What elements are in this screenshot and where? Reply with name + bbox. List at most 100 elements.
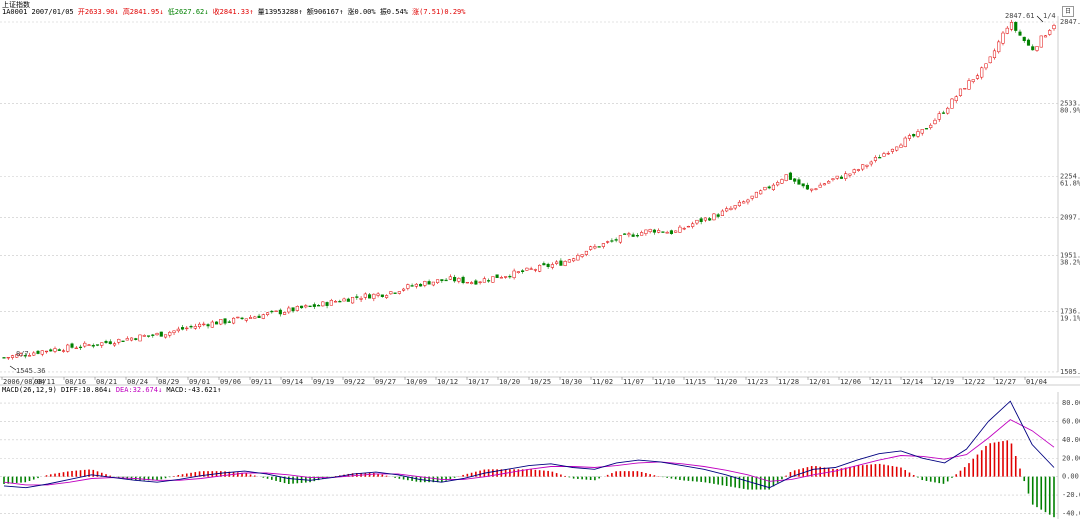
candle-body bbox=[159, 331, 163, 337]
price-tick-label: 1951.6 bbox=[1060, 252, 1080, 260]
candle-body bbox=[886, 152, 890, 155]
candle-body bbox=[861, 164, 865, 170]
candle-body bbox=[920, 128, 924, 134]
candle-body bbox=[521, 270, 525, 272]
candle-body bbox=[593, 246, 597, 249]
candle-body bbox=[32, 352, 36, 356]
candle-body bbox=[19, 353, 23, 357]
candle-body bbox=[495, 274, 499, 278]
candle-body bbox=[1052, 25, 1056, 30]
candle-body bbox=[240, 317, 244, 320]
candle-body bbox=[444, 279, 448, 282]
candle-body bbox=[142, 335, 146, 337]
macd-tick-label: -40.00 bbox=[1062, 509, 1080, 517]
candle-body bbox=[206, 324, 210, 327]
candle-body bbox=[23, 355, 27, 357]
candle-body bbox=[720, 210, 724, 216]
candle-body bbox=[950, 98, 954, 109]
candle-body bbox=[83, 342, 87, 347]
candle-body bbox=[266, 312, 270, 315]
price-tick-label: 2847. bbox=[1060, 18, 1080, 26]
candle-body bbox=[822, 183, 826, 186]
volume-value: 量13953288↑ bbox=[257, 8, 303, 16]
date-tick-label: 10/17 bbox=[468, 378, 489, 386]
candle-body bbox=[215, 321, 219, 325]
candle-body bbox=[601, 243, 605, 247]
candle-body bbox=[487, 280, 491, 282]
candle-body bbox=[304, 305, 308, 308]
candle-body bbox=[308, 305, 312, 308]
candle-body bbox=[168, 332, 172, 336]
candle-body bbox=[397, 291, 401, 294]
candle-body bbox=[997, 41, 1001, 53]
price-tick-label: 2254.6 bbox=[1060, 172, 1080, 180]
candle-body bbox=[810, 188, 814, 191]
candle-body bbox=[346, 298, 350, 302]
candle-body bbox=[818, 184, 822, 188]
candle-body bbox=[584, 250, 588, 255]
date-tick-label: 10/30 bbox=[561, 378, 582, 386]
candle-body bbox=[703, 217, 707, 221]
candle-body bbox=[946, 107, 950, 114]
candle-body bbox=[771, 184, 775, 190]
candle-body bbox=[971, 79, 975, 82]
candle-body bbox=[91, 344, 95, 347]
candle-body bbox=[134, 338, 138, 340]
candle-body bbox=[788, 172, 792, 180]
candle-body bbox=[665, 231, 669, 234]
candle-body bbox=[236, 316, 240, 319]
date-tick-label: 12/27 bbox=[995, 378, 1016, 386]
candle-body bbox=[368, 294, 372, 299]
candle-body bbox=[172, 330, 176, 333]
candle-body bbox=[70, 343, 74, 348]
candle-body bbox=[648, 229, 652, 232]
candle-body bbox=[197, 323, 202, 328]
price-tick-label: 1736.1 bbox=[1060, 308, 1080, 316]
candle-body bbox=[878, 157, 882, 159]
candle-body bbox=[185, 327, 189, 330]
candle-body bbox=[916, 131, 920, 137]
high-value: 高2841.95↓ bbox=[122, 8, 164, 16]
candle-body bbox=[329, 300, 333, 306]
macd-diff: DIFF:10.864↓ bbox=[61, 386, 112, 394]
candle-body bbox=[640, 232, 644, 236]
candle-body bbox=[695, 219, 699, 224]
candle-body bbox=[117, 338, 121, 343]
candle-body bbox=[108, 341, 112, 345]
candle-body bbox=[873, 157, 878, 161]
candle-body bbox=[699, 218, 703, 222]
candle-body bbox=[546, 263, 550, 267]
macd-params: MACD(26,12,9) bbox=[2, 386, 57, 394]
macd-tick-label: 60.00 bbox=[1062, 417, 1080, 425]
period-button[interactable]: 日 bbox=[1062, 6, 1074, 17]
candle-body bbox=[729, 207, 733, 210]
candle-body bbox=[737, 201, 741, 207]
candle-body bbox=[567, 259, 571, 263]
amount-value: 额906167↑ bbox=[306, 8, 344, 16]
date-tick-label: 08/21 bbox=[96, 378, 117, 386]
candle-body bbox=[924, 128, 929, 130]
date-tick-label: 08/11 bbox=[34, 378, 55, 386]
date-tick-label: 09/27 bbox=[375, 378, 396, 386]
candle-body bbox=[440, 279, 444, 282]
date-tick-label: 09/01 bbox=[189, 378, 210, 386]
chart-title: 上证指数 bbox=[2, 1, 30, 9]
candle-body bbox=[1048, 30, 1052, 35]
candle-body bbox=[538, 264, 542, 272]
candle-body bbox=[682, 228, 686, 230]
candle-body bbox=[597, 246, 601, 248]
candle-body bbox=[2, 357, 6, 359]
candle-body bbox=[814, 188, 818, 190]
candle-body bbox=[6, 356, 10, 359]
candle-body bbox=[767, 186, 771, 189]
macd-dea: DEA:32.674↓ bbox=[115, 386, 163, 394]
candle-body bbox=[283, 312, 287, 315]
candle-body bbox=[380, 294, 384, 297]
candle-body bbox=[754, 191, 758, 198]
candle-body bbox=[36, 350, 40, 354]
candle-body bbox=[1039, 35, 1043, 48]
candle-body bbox=[163, 334, 168, 338]
candle-body bbox=[708, 218, 712, 221]
date-tick-label: 11/23 bbox=[747, 378, 768, 386]
